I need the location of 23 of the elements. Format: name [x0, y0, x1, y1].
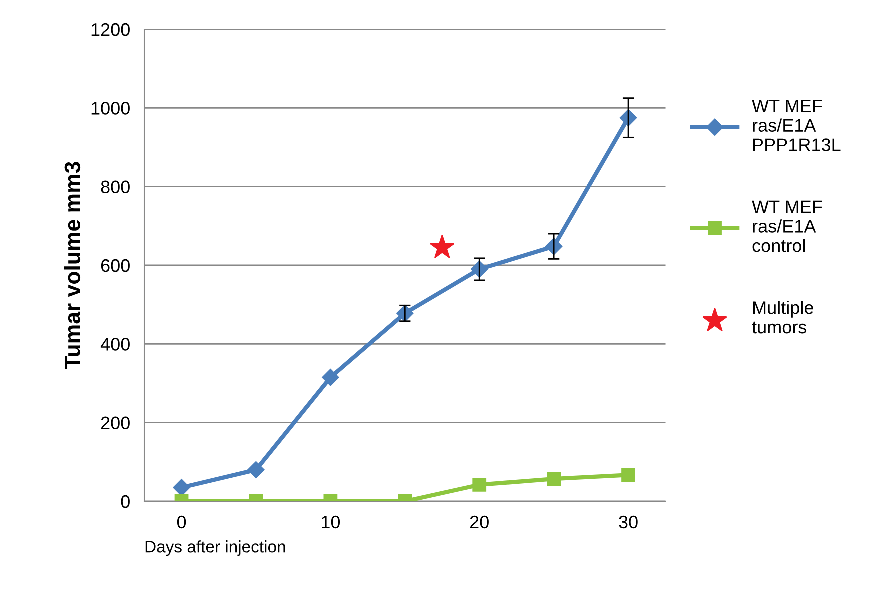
y-tick-label: 600	[101, 259, 130, 272]
point	[248, 461, 265, 479]
y-tick-label: 400	[100, 338, 130, 351]
point	[322, 369, 340, 386]
y-tick-label: 800	[101, 180, 130, 194]
y-tick-label: 200	[101, 416, 130, 430]
x-tick-label: 20	[470, 516, 489, 529]
legend-label: Multiple tumors	[752, 301, 814, 334]
y-axis-title: Tumar volume mm3	[64, 162, 81, 370]
y-tick-label: 1200	[92, 23, 130, 36]
point	[622, 468, 636, 482]
point	[173, 479, 190, 496]
x-tick-label: 0	[177, 516, 186, 529]
x-axis-title: Days after injection	[146, 540, 286, 556]
legend-label: WT MEF ras/E1A PPP1R13L	[752, 100, 841, 152]
x-tick-label: 30	[619, 516, 638, 529]
point	[472, 478, 487, 492]
point	[430, 235, 455, 258]
y-tick-label: 0	[121, 495, 130, 508]
point	[547, 472, 562, 486]
x-tick-label: 10	[322, 516, 340, 529]
legend-label: WT MEF ras/E1A control	[752, 200, 822, 252]
y-tick-label: 1000	[92, 102, 130, 115]
